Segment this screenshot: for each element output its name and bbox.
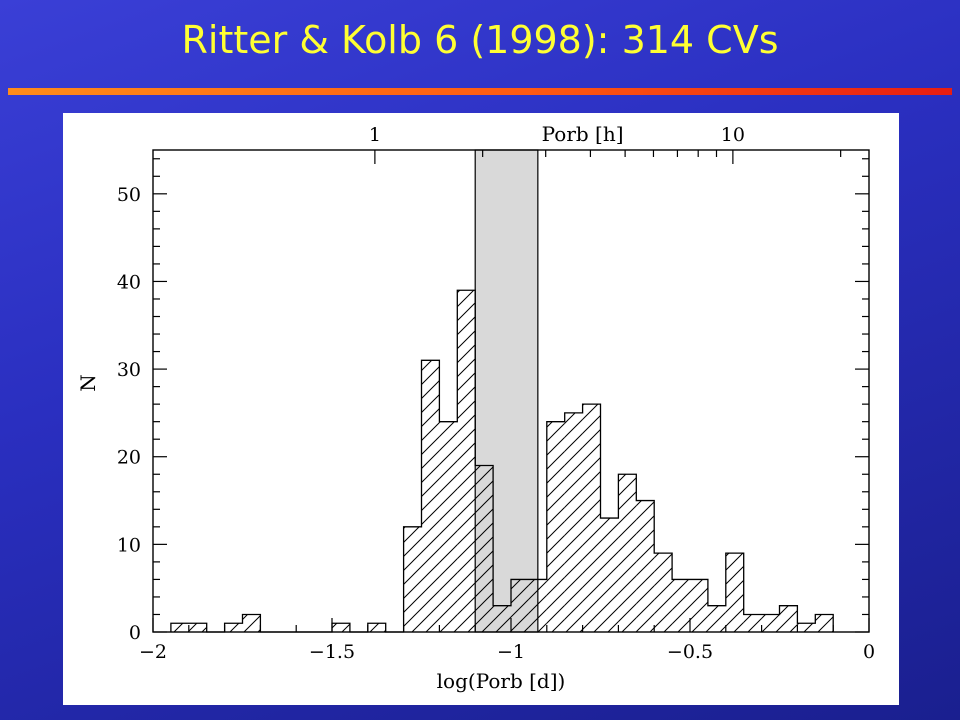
histogram-bar [528,579,547,632]
histogram-bar [707,605,726,632]
x-axis-label: log(Porb [d]) [437,669,566,693]
histogram-bar [367,623,386,632]
axis-ticks [152,150,870,633]
x-tick-label: 0 [863,641,875,663]
y-tick-label: 10 [117,534,141,556]
histogram-bar [564,412,583,632]
histogram-bar [797,623,816,632]
x-tick-label: −1 [497,641,525,663]
histogram-bar [242,614,261,632]
title-underline-bar [8,88,952,95]
histogram-bar [475,465,494,632]
histogram-bar [600,518,619,632]
histogram-bar [618,474,637,632]
top-tick-label: 10 [721,124,745,146]
axis-labels: −2 −1.5 −1 −0.5 0 0 10 20 30 40 50 1 10 Porb [h] log(P… [76,122,875,693]
y-tick-label: 20 [117,447,141,469]
histogram-bar [170,623,189,632]
x-tick-label: −0.5 [667,641,713,663]
y-tick-label: 50 [117,184,141,206]
histogram-bar [725,553,744,632]
histogram-chart: −2 −1.5 −1 −0.5 0 0 10 20 30 40 50 1 10 Porb [h] log(P… [76,122,875,693]
histogram-bars [170,289,834,633]
top-axis-label: Porb [h] [542,122,624,146]
histogram-bar [224,623,243,632]
y-tick-label: 30 [117,359,141,381]
histogram-bar [779,605,798,632]
y-tick-label: 40 [117,271,141,293]
slide-title: Ritter & Kolb 6 (1998): 314 CVs [181,18,779,62]
histogram-bar [654,553,673,632]
histogram-bar [403,526,422,632]
histogram-bar [690,579,708,632]
histogram-bar [511,579,529,632]
top-tick-label: 1 [369,124,381,146]
histogram-bar [457,290,476,632]
histogram-bar [546,421,565,632]
histogram-bar [761,614,780,632]
histogram-bar [332,623,350,632]
histogram-bar [582,404,601,632]
histogram-bar [439,421,458,632]
y-tick-label: 0 [129,622,141,644]
histogram-bar [421,360,440,632]
plot-panel: −2 −1.5 −1 −0.5 0 0 10 20 30 40 50 1 10 Porb [h] log(P… [63,113,899,705]
x-tick-label: −2 [139,641,167,663]
y-axis-label: N [76,374,100,392]
histogram-bar [188,623,207,632]
histogram-bar [815,614,834,632]
histogram-bar [672,579,690,632]
x-tick-label: −1.5 [309,641,355,663]
histogram-bar [493,605,511,632]
histogram-bar [743,614,762,632]
histogram-bar [636,500,655,632]
